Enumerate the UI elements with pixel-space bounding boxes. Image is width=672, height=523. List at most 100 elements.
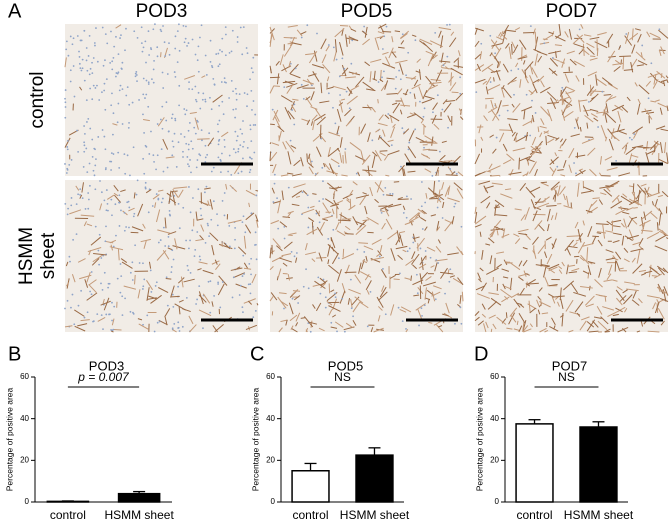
nucleus: [334, 296, 337, 299]
fiber: [548, 263, 560, 270]
nucleus: [231, 296, 234, 299]
nucleus: [189, 271, 192, 274]
fiber: [207, 200, 210, 206]
fiber: [450, 72, 452, 86]
nucleus: [194, 98, 197, 101]
fiber: [287, 25, 298, 28]
nucleus: [89, 87, 92, 90]
fiber: [115, 24, 122, 29]
nucleus: [240, 170, 243, 173]
fiber: [305, 327, 309, 333]
nucleus: [160, 201, 163, 204]
fiber: [382, 62, 396, 69]
nucleus: [556, 165, 559, 168]
fiber: [318, 210, 320, 216]
nucleus: [162, 87, 165, 89]
fiber: [223, 242, 231, 250]
nucleus: [198, 255, 201, 258]
fiber: [282, 262, 288, 267]
nucleus: [155, 281, 158, 284]
nucleus: [161, 71, 164, 74]
fiber: [583, 34, 592, 37]
nucleus: [300, 36, 303, 39]
nucleus: [395, 76, 398, 78]
fiber: [561, 109, 566, 121]
nucleus: [254, 231, 257, 234]
fiber: [255, 220, 259, 228]
fiber: [554, 44, 563, 47]
fiber: [493, 206, 501, 209]
nucleus: [407, 51, 410, 54]
nucleus: [188, 81, 190, 84]
nucleus: [220, 81, 223, 83]
nucleus: [183, 135, 186, 138]
fiber: [413, 93, 416, 100]
nucleus: [420, 181, 423, 183]
fiber: [477, 320, 484, 326]
fiber: [595, 223, 609, 226]
fiber: [532, 28, 536, 35]
fiber: [496, 251, 505, 254]
nucleus: [69, 80, 72, 83]
fiber: [75, 185, 80, 191]
fiber: [499, 132, 505, 143]
nucleus: [371, 139, 374, 142]
row-label: sheet: [38, 232, 59, 279]
nucleus: [153, 59, 155, 62]
fiber: [371, 106, 376, 113]
fiber: [164, 315, 168, 326]
nucleus: [206, 153, 209, 156]
fiber: [474, 40, 480, 47]
fiber: [534, 31, 537, 46]
fiber: [307, 153, 311, 159]
fiber: [502, 143, 508, 152]
x-tick-label: HSMM sheet: [564, 508, 634, 522]
fiber: [657, 286, 661, 293]
nucleus: [75, 203, 78, 206]
fiber: [146, 287, 150, 301]
fiber: [399, 231, 406, 234]
fiber: [554, 212, 558, 220]
nucleus: [232, 148, 235, 150]
nucleus: [171, 140, 174, 143]
nucleus: [459, 92, 462, 95]
nucleus: [134, 72, 137, 75]
fiber: [443, 102, 452, 113]
fiber: [359, 301, 369, 309]
nucleus: [145, 79, 148, 82]
fiber: [546, 91, 557, 101]
fiber: [509, 277, 513, 291]
fiber: [537, 75, 545, 83]
nucleus: [423, 146, 425, 149]
nucleus: [216, 213, 218, 216]
fiber: [656, 70, 666, 79]
fiber: [378, 114, 384, 121]
nucleus: [250, 212, 253, 215]
fiber: [638, 237, 644, 246]
nucleus: [196, 159, 199, 161]
fiber: [274, 116, 282, 129]
nucleus: [489, 34, 492, 37]
fiber: [341, 174, 348, 177]
fiber: [92, 254, 103, 263]
fiber: [370, 258, 381, 263]
fiber: [474, 211, 478, 223]
column-label: POD5: [341, 1, 393, 22]
fiber: [324, 198, 334, 205]
nucleus: [250, 90, 253, 92]
nucleus: [208, 132, 211, 135]
fiber: [71, 274, 76, 283]
fiber: [474, 53, 481, 60]
nucleus: [121, 295, 124, 298]
fiber: [412, 233, 416, 242]
nucleus: [118, 89, 121, 92]
nucleus: [156, 123, 159, 125]
fiber: [315, 302, 322, 312]
fiber: [194, 117, 199, 130]
fiber: [532, 210, 538, 222]
fiber: [305, 329, 308, 333]
nucleus: [187, 269, 190, 272]
fiber: [575, 118, 580, 130]
fiber: [490, 70, 501, 73]
fiber: [494, 199, 505, 208]
